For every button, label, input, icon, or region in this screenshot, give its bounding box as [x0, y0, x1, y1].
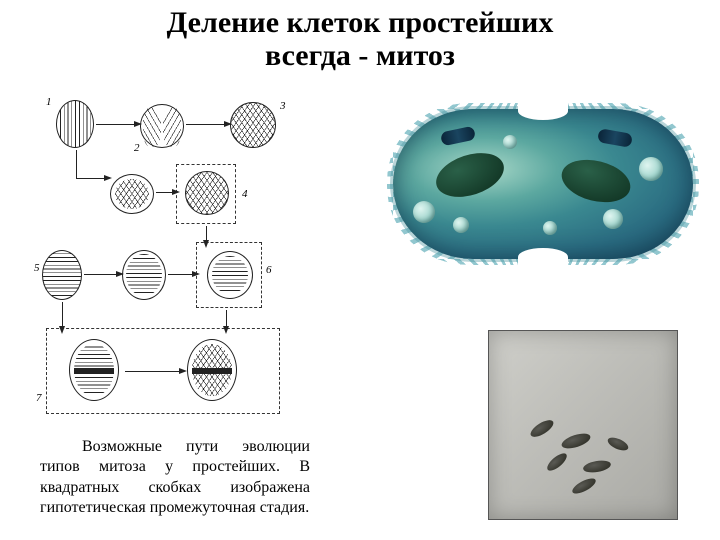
diagram-cell-6: [207, 251, 253, 299]
content-area: 1 2 3 4 5: [0, 92, 720, 540]
paramecium-body: [393, 109, 693, 259]
arrow-line: [226, 310, 227, 326]
title-line-1: Деление клеток простейших: [167, 6, 554, 39]
arrow-line: [76, 150, 77, 178]
microscope-photo: [488, 330, 678, 520]
diagram-cell-4: [185, 171, 229, 215]
diagram-cell-2: [140, 104, 184, 148]
diagram-cell-3: [230, 102, 276, 148]
diagram-cell-1: [56, 100, 94, 148]
vacuole: [543, 221, 557, 235]
macronucleus-left: [431, 145, 510, 205]
diagram-num-1: 1: [46, 96, 52, 108]
diagram-cell-row2a: [110, 174, 154, 214]
vacuole: [453, 217, 469, 233]
diagram-num-7: 7: [36, 392, 42, 404]
arrow-line: [125, 371, 179, 372]
arrow-down-icon: [59, 326, 65, 334]
oral-groove: [597, 128, 633, 148]
diagram-num-4: 4: [242, 188, 248, 200]
page-title: Деление клеток простейших всегда - митоз: [0, 0, 720, 72]
organism: [570, 475, 598, 496]
diagram-dashed-box-6: [196, 242, 262, 308]
arrow-line: [186, 124, 224, 125]
vacuole: [639, 157, 663, 181]
diagram-num-2: 2: [134, 142, 140, 154]
diagram-dashed-box-4: [176, 164, 236, 224]
arrow-down-icon: [203, 240, 209, 248]
title-line-2: всегда - митоз: [265, 39, 455, 72]
arrow-right-icon: [104, 175, 112, 181]
diagram-cell-5: [42, 250, 82, 300]
arrow-down-icon: [223, 326, 229, 334]
arrow-right-icon: [179, 368, 187, 374]
diagram-num-6: 6: [266, 264, 272, 276]
arrow-line: [76, 178, 104, 179]
arrow-right-icon: [116, 271, 124, 277]
arrow-line: [84, 274, 116, 275]
oral-groove: [440, 126, 476, 147]
diagram-caption: Возможные пути эволюции типов митоза у п…: [40, 437, 310, 519]
arrow-right-icon: [134, 121, 142, 127]
arrow-line: [168, 274, 192, 275]
diagram-dashed-box-7: [46, 328, 280, 414]
diagram-cell-7b: [187, 339, 237, 401]
arrow-line: [96, 124, 134, 125]
mitosis-diagram: 1 2 3 4 5: [38, 92, 328, 422]
division-furrow-bottom: [518, 248, 568, 266]
diagram-num-5: 5: [34, 262, 40, 274]
vacuole: [413, 201, 435, 223]
diagram-cell-7a: [69, 339, 119, 401]
diagram-cell-row3b: [122, 250, 166, 300]
vacuole: [503, 135, 517, 149]
caption-text: Возможные пути эволюции типов митоза у п…: [40, 437, 310, 519]
arrow-line: [156, 192, 172, 193]
arrow-right-icon: [224, 121, 232, 127]
macronucleus-right: [557, 153, 635, 209]
organism: [560, 431, 592, 452]
division-furrow-top: [518, 102, 568, 120]
organism: [528, 417, 556, 440]
organism: [582, 459, 611, 475]
arrow-right-icon: [172, 189, 180, 195]
diagram-num-3: 3: [280, 100, 286, 112]
vacuole: [603, 209, 623, 229]
arrow-right-icon: [192, 271, 200, 277]
arrow-line: [62, 302, 63, 326]
organism: [545, 450, 570, 473]
organism: [606, 435, 630, 453]
paramecium-illustration: [388, 84, 698, 284]
arrow-line: [206, 226, 207, 240]
